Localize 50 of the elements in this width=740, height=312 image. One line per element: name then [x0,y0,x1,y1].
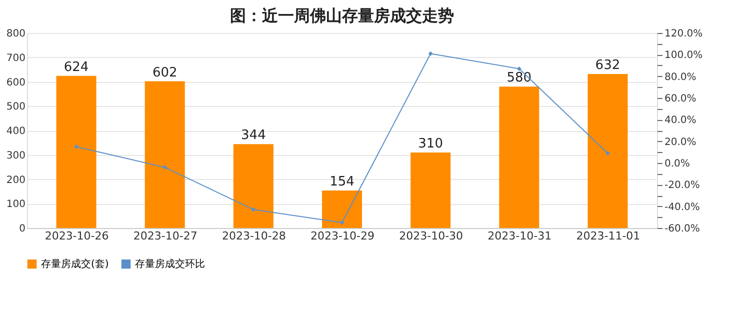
legend-label: 存量房成交环比 [135,258,205,270]
bar [410,152,451,228]
y-tick-label: 700 [6,52,26,64]
x-tick-label: 2023-10-26 [44,230,109,242]
y-tick-label: 500 [6,102,26,113]
x-tick-label: 2023-10-30 [399,230,464,242]
bar [233,144,274,228]
data-label: 154 [330,174,354,190]
bar [499,86,540,228]
x-tick-label: 2023-10-28 [222,230,286,242]
point [428,51,433,56]
y-tick-label: 100 [6,199,26,210]
y2-tick-label: -60.0% [664,224,700,234]
point [516,66,522,71]
data-label: 602 [152,65,178,80]
legend-label: 存量房成交(套) [41,258,109,270]
y2-tick-label: 100.0% [664,50,703,62]
bar [322,190,362,228]
point [162,165,168,170]
point [340,220,344,225]
bar [144,81,185,228]
point [251,207,256,212]
bar [56,76,96,228]
y2-tick-label: -20.0% [664,180,700,192]
y-tick-label: 600 [6,77,26,88]
x-tick-label: 2023-10-27 [133,230,198,242]
y-tick-label: 400 [6,126,26,137]
data-label: 580 [506,70,532,86]
y-tick-label: 300 [6,150,26,162]
y2-tick-label: 60.0% [664,94,696,104]
chart-title: 图：近一周佛山存量房成交走势 [230,6,454,25]
data-label: 632 [595,58,620,73]
x-tick-label: 2023-10-29 [310,230,374,242]
y2-tick-label: 40.0% [664,115,696,126]
data-label: 624 [64,60,89,75]
x-tick-label: 2023-10-31 [488,230,552,242]
y-tick-label: 200 [6,174,26,186]
y2-tick-label: 20.0% [664,136,696,148]
y2-tick-label: 120.0% [664,28,703,40]
bar [588,74,628,228]
point [605,151,610,156]
x-tick-label: 2023-11-01 [576,230,640,242]
y-tick-label: 800 [6,28,26,40]
data-label: 310 [418,136,443,152]
y2-tick-label: 0.0% [664,158,690,170]
data-label: 344 [241,128,266,144]
y2-tick-label: -40.0% [664,202,700,213]
y-tick-label: 0 [19,224,26,234]
y2-tick-label: 80.0% [664,72,696,83]
point [74,144,79,149]
